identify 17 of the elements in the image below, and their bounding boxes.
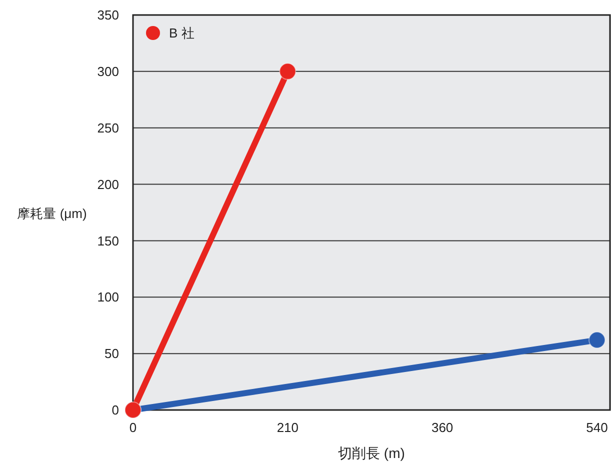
y-tick-label: 0 (112, 402, 119, 418)
point (588, 332, 606, 349)
point (279, 62, 296, 80)
legend-label: B 社 (169, 26, 194, 41)
y-tick-label: 200 (97, 176, 119, 192)
y-tick-label: 250 (97, 120, 119, 136)
y-axis-title: 摩耗量 (μm) (17, 206, 87, 221)
x-tick-label: 540 (586, 420, 608, 435)
y-tick-label: 300 (97, 64, 119, 79)
x-axis-title: 切削長 (m) (338, 445, 405, 461)
x-tick-label: 0 (129, 420, 137, 435)
y-tick-label: 150 (97, 233, 119, 248)
x-tick-label: 360 (431, 420, 454, 435)
y-tick-label: 100 (97, 290, 119, 305)
y-tick-label: 350 (97, 8, 119, 23)
y-tick-label: 50 (104, 346, 119, 362)
x-tick-label: 210 (276, 420, 299, 435)
